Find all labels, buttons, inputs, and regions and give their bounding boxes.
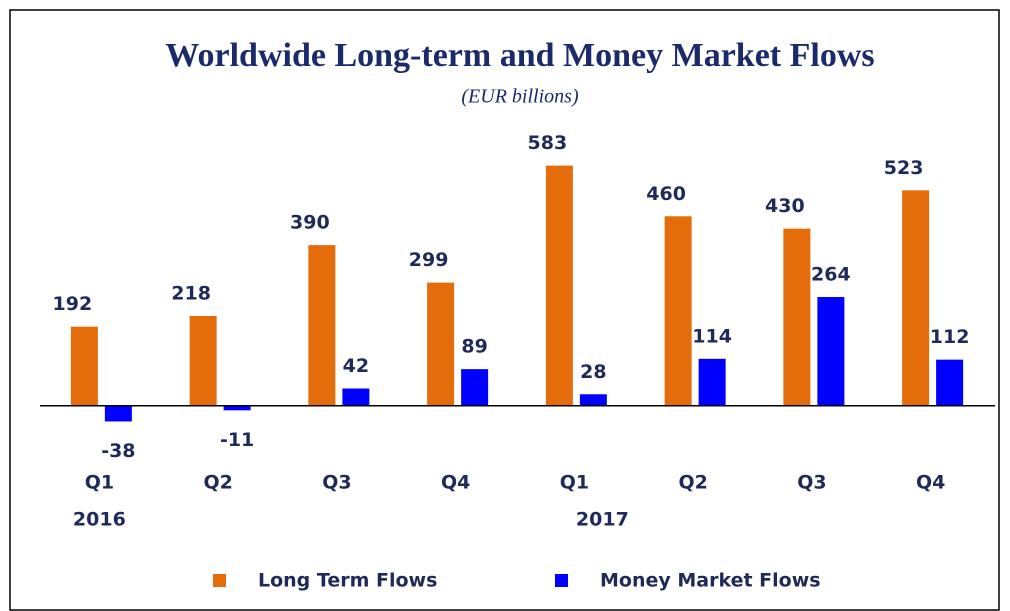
legend-label: Money Market Flows — [600, 570, 821, 592]
data-label: 460 — [646, 183, 686, 205]
bar — [308, 245, 336, 406]
bar — [461, 369, 489, 406]
year-label: 2016 — [73, 509, 126, 531]
data-label: -11 — [220, 429, 254, 451]
bar — [902, 190, 930, 406]
legend-swatch — [555, 574, 568, 587]
bar — [70, 326, 98, 406]
legend-label: Long Term Flows — [258, 570, 437, 592]
data-label: -38 — [101, 440, 135, 462]
data-label: 112 — [930, 326, 970, 348]
bar — [817, 297, 845, 406]
x-tick-label: Q1 — [85, 472, 114, 494]
data-label: 583 — [528, 132, 568, 154]
data-label: 42 — [343, 355, 369, 377]
data-label: 299 — [409, 249, 449, 271]
bar — [936, 359, 964, 406]
year-label: 2017 — [576, 509, 629, 531]
bar — [698, 358, 726, 406]
bar — [223, 405, 251, 411]
chart-title: Worldwide Long-term and Money Market Flo… — [165, 37, 874, 74]
x-tick-label: Q3 — [322, 472, 351, 494]
bar — [342, 388, 370, 406]
legend-swatch — [213, 574, 226, 587]
bar — [579, 394, 607, 406]
x-tick-label: Q3 — [797, 472, 826, 494]
data-label: 218 — [171, 282, 211, 304]
bar — [545, 165, 573, 406]
data-label: 430 — [765, 195, 805, 217]
bar — [783, 228, 811, 406]
data-label: 28 — [580, 361, 606, 383]
bar — [427, 282, 455, 406]
x-tick-label: Q4 — [916, 472, 945, 494]
chart-subtitle: (EUR billions) — [461, 86, 579, 108]
bar — [104, 405, 132, 422]
x-tick-label: Q2 — [678, 472, 707, 494]
bar — [664, 216, 692, 406]
data-label: 390 — [290, 212, 330, 234]
data-label: 89 — [461, 336, 487, 358]
x-tick-label: Q4 — [441, 472, 470, 494]
bar — [189, 315, 217, 406]
data-label: 192 — [53, 293, 93, 315]
data-label: 114 — [692, 325, 732, 347]
frame — [9, 9, 1000, 611]
data-label: 523 — [884, 157, 924, 179]
data-label: 264 — [811, 264, 851, 286]
x-tick-label: Q1 — [560, 472, 589, 494]
x-tick-label: Q2 — [203, 472, 232, 494]
